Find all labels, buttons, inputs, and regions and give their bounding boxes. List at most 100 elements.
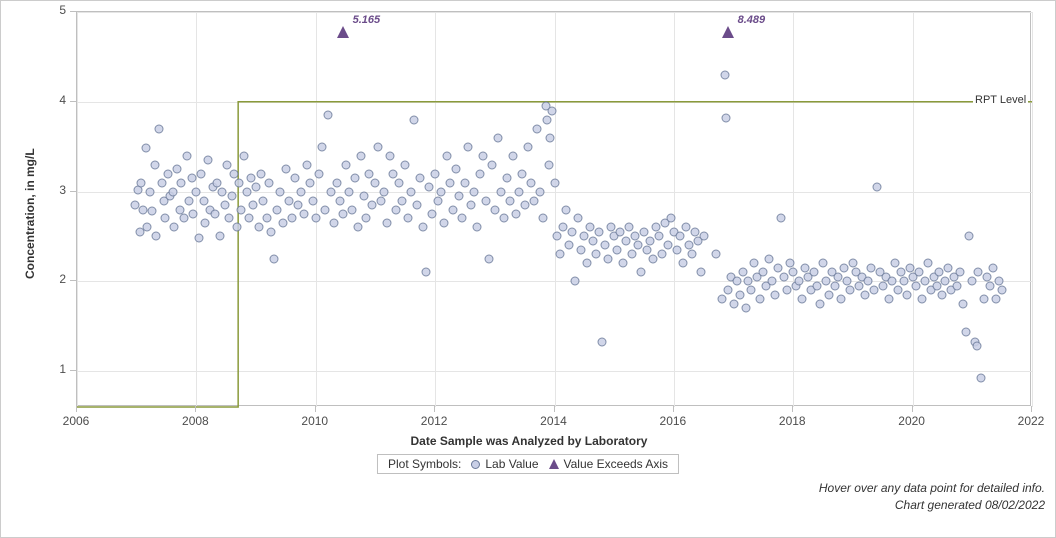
data-point[interactable]	[834, 272, 843, 281]
data-point[interactable]	[831, 281, 840, 290]
data-point[interactable]	[170, 223, 179, 232]
data-point[interactable]	[466, 201, 475, 210]
data-point[interactable]	[428, 209, 437, 218]
data-point[interactable]	[272, 205, 281, 214]
data-point[interactable]	[255, 223, 264, 232]
data-point[interactable]	[690, 227, 699, 236]
data-point[interactable]	[628, 250, 637, 259]
data-point[interactable]	[213, 178, 222, 187]
data-point[interactable]	[460, 178, 469, 187]
data-point[interactable]	[962, 328, 971, 337]
data-point[interactable]	[607, 223, 616, 232]
data-point[interactable]	[553, 232, 562, 241]
data-point[interactable]	[475, 169, 484, 178]
data-point[interactable]	[201, 218, 210, 227]
data-point[interactable]	[265, 178, 274, 187]
data-point[interactable]	[548, 106, 557, 115]
data-point[interactable]	[356, 151, 365, 160]
data-point[interactable]	[508, 151, 517, 160]
data-point[interactable]	[959, 299, 968, 308]
data-point[interactable]	[789, 268, 798, 277]
data-point[interactable]	[795, 277, 804, 286]
data-point[interactable]	[729, 299, 738, 308]
data-point[interactable]	[305, 178, 314, 187]
data-point[interactable]	[977, 374, 986, 383]
data-point[interactable]	[195, 234, 204, 243]
data-point[interactable]	[329, 218, 338, 227]
data-point[interactable]	[998, 286, 1007, 295]
data-point[interactable]	[317, 142, 326, 151]
data-point[interactable]	[223, 160, 232, 169]
data-point[interactable]	[722, 113, 731, 122]
data-point[interactable]	[837, 295, 846, 304]
data-point[interactable]	[911, 281, 920, 290]
data-point[interactable]	[281, 165, 290, 174]
data-point[interactable]	[493, 133, 502, 142]
data-point[interactable]	[326, 187, 335, 196]
data-point[interactable]	[654, 232, 663, 241]
data-point[interactable]	[256, 169, 265, 178]
data-point[interactable]	[341, 160, 350, 169]
data-point[interactable]	[917, 295, 926, 304]
data-point[interactable]	[893, 286, 902, 295]
data-point[interactable]	[571, 277, 580, 286]
data-point[interactable]	[157, 178, 166, 187]
data-point[interactable]	[938, 290, 947, 299]
data-point[interactable]	[923, 259, 932, 268]
data-point[interactable]	[177, 178, 186, 187]
data-point[interactable]	[589, 236, 598, 245]
data-point[interactable]	[941, 277, 950, 286]
data-point[interactable]	[472, 223, 481, 232]
data-point[interactable]	[434, 196, 443, 205]
data-point[interactable]	[484, 254, 493, 263]
data-point[interactable]	[335, 196, 344, 205]
data-point[interactable]	[259, 196, 268, 205]
data-point[interactable]	[499, 214, 508, 223]
data-point[interactable]	[138, 205, 147, 214]
data-point[interactable]	[822, 277, 831, 286]
data-point[interactable]	[902, 290, 911, 299]
data-point[interactable]	[681, 223, 690, 232]
data-point[interactable]	[974, 268, 983, 277]
data-point[interactable]	[413, 201, 422, 210]
data-point[interactable]	[192, 187, 201, 196]
data-point[interactable]	[878, 281, 887, 290]
data-point[interactable]	[666, 214, 675, 223]
data-point[interactable]	[199, 196, 208, 205]
data-point[interactable]	[592, 250, 601, 259]
data-point[interactable]	[935, 268, 944, 277]
data-point[interactable]	[995, 277, 1004, 286]
data-point[interactable]	[631, 232, 640, 241]
data-point[interactable]	[643, 245, 652, 254]
data-point[interactable]	[237, 205, 246, 214]
data-point[interactable]	[332, 178, 341, 187]
data-point[interactable]	[175, 205, 184, 214]
data-point[interactable]	[269, 254, 278, 263]
data-point[interactable]	[657, 250, 666, 259]
data-point[interactable]	[765, 254, 774, 263]
data-point[interactable]	[896, 268, 905, 277]
data-point[interactable]	[314, 169, 323, 178]
data-point[interactable]	[252, 183, 261, 192]
data-point[interactable]	[884, 295, 893, 304]
data-point[interactable]	[163, 169, 172, 178]
data-point[interactable]	[839, 263, 848, 272]
data-point[interactable]	[275, 187, 284, 196]
data-point[interactable]	[872, 183, 881, 192]
data-point[interactable]	[143, 223, 152, 232]
data-point[interactable]	[565, 241, 574, 250]
data-point[interactable]	[932, 281, 941, 290]
data-point[interactable]	[625, 223, 634, 232]
data-point[interactable]	[816, 299, 825, 308]
data-point[interactable]	[538, 214, 547, 223]
data-point[interactable]	[505, 196, 514, 205]
data-point[interactable]	[887, 277, 896, 286]
data-point[interactable]	[732, 277, 741, 286]
data-point[interactable]	[481, 196, 490, 205]
data-point[interactable]	[854, 281, 863, 290]
data-point[interactable]	[526, 178, 535, 187]
data-point[interactable]	[266, 227, 275, 236]
data-point[interactable]	[780, 272, 789, 281]
data-point[interactable]	[580, 232, 589, 241]
data-point[interactable]	[648, 254, 657, 263]
